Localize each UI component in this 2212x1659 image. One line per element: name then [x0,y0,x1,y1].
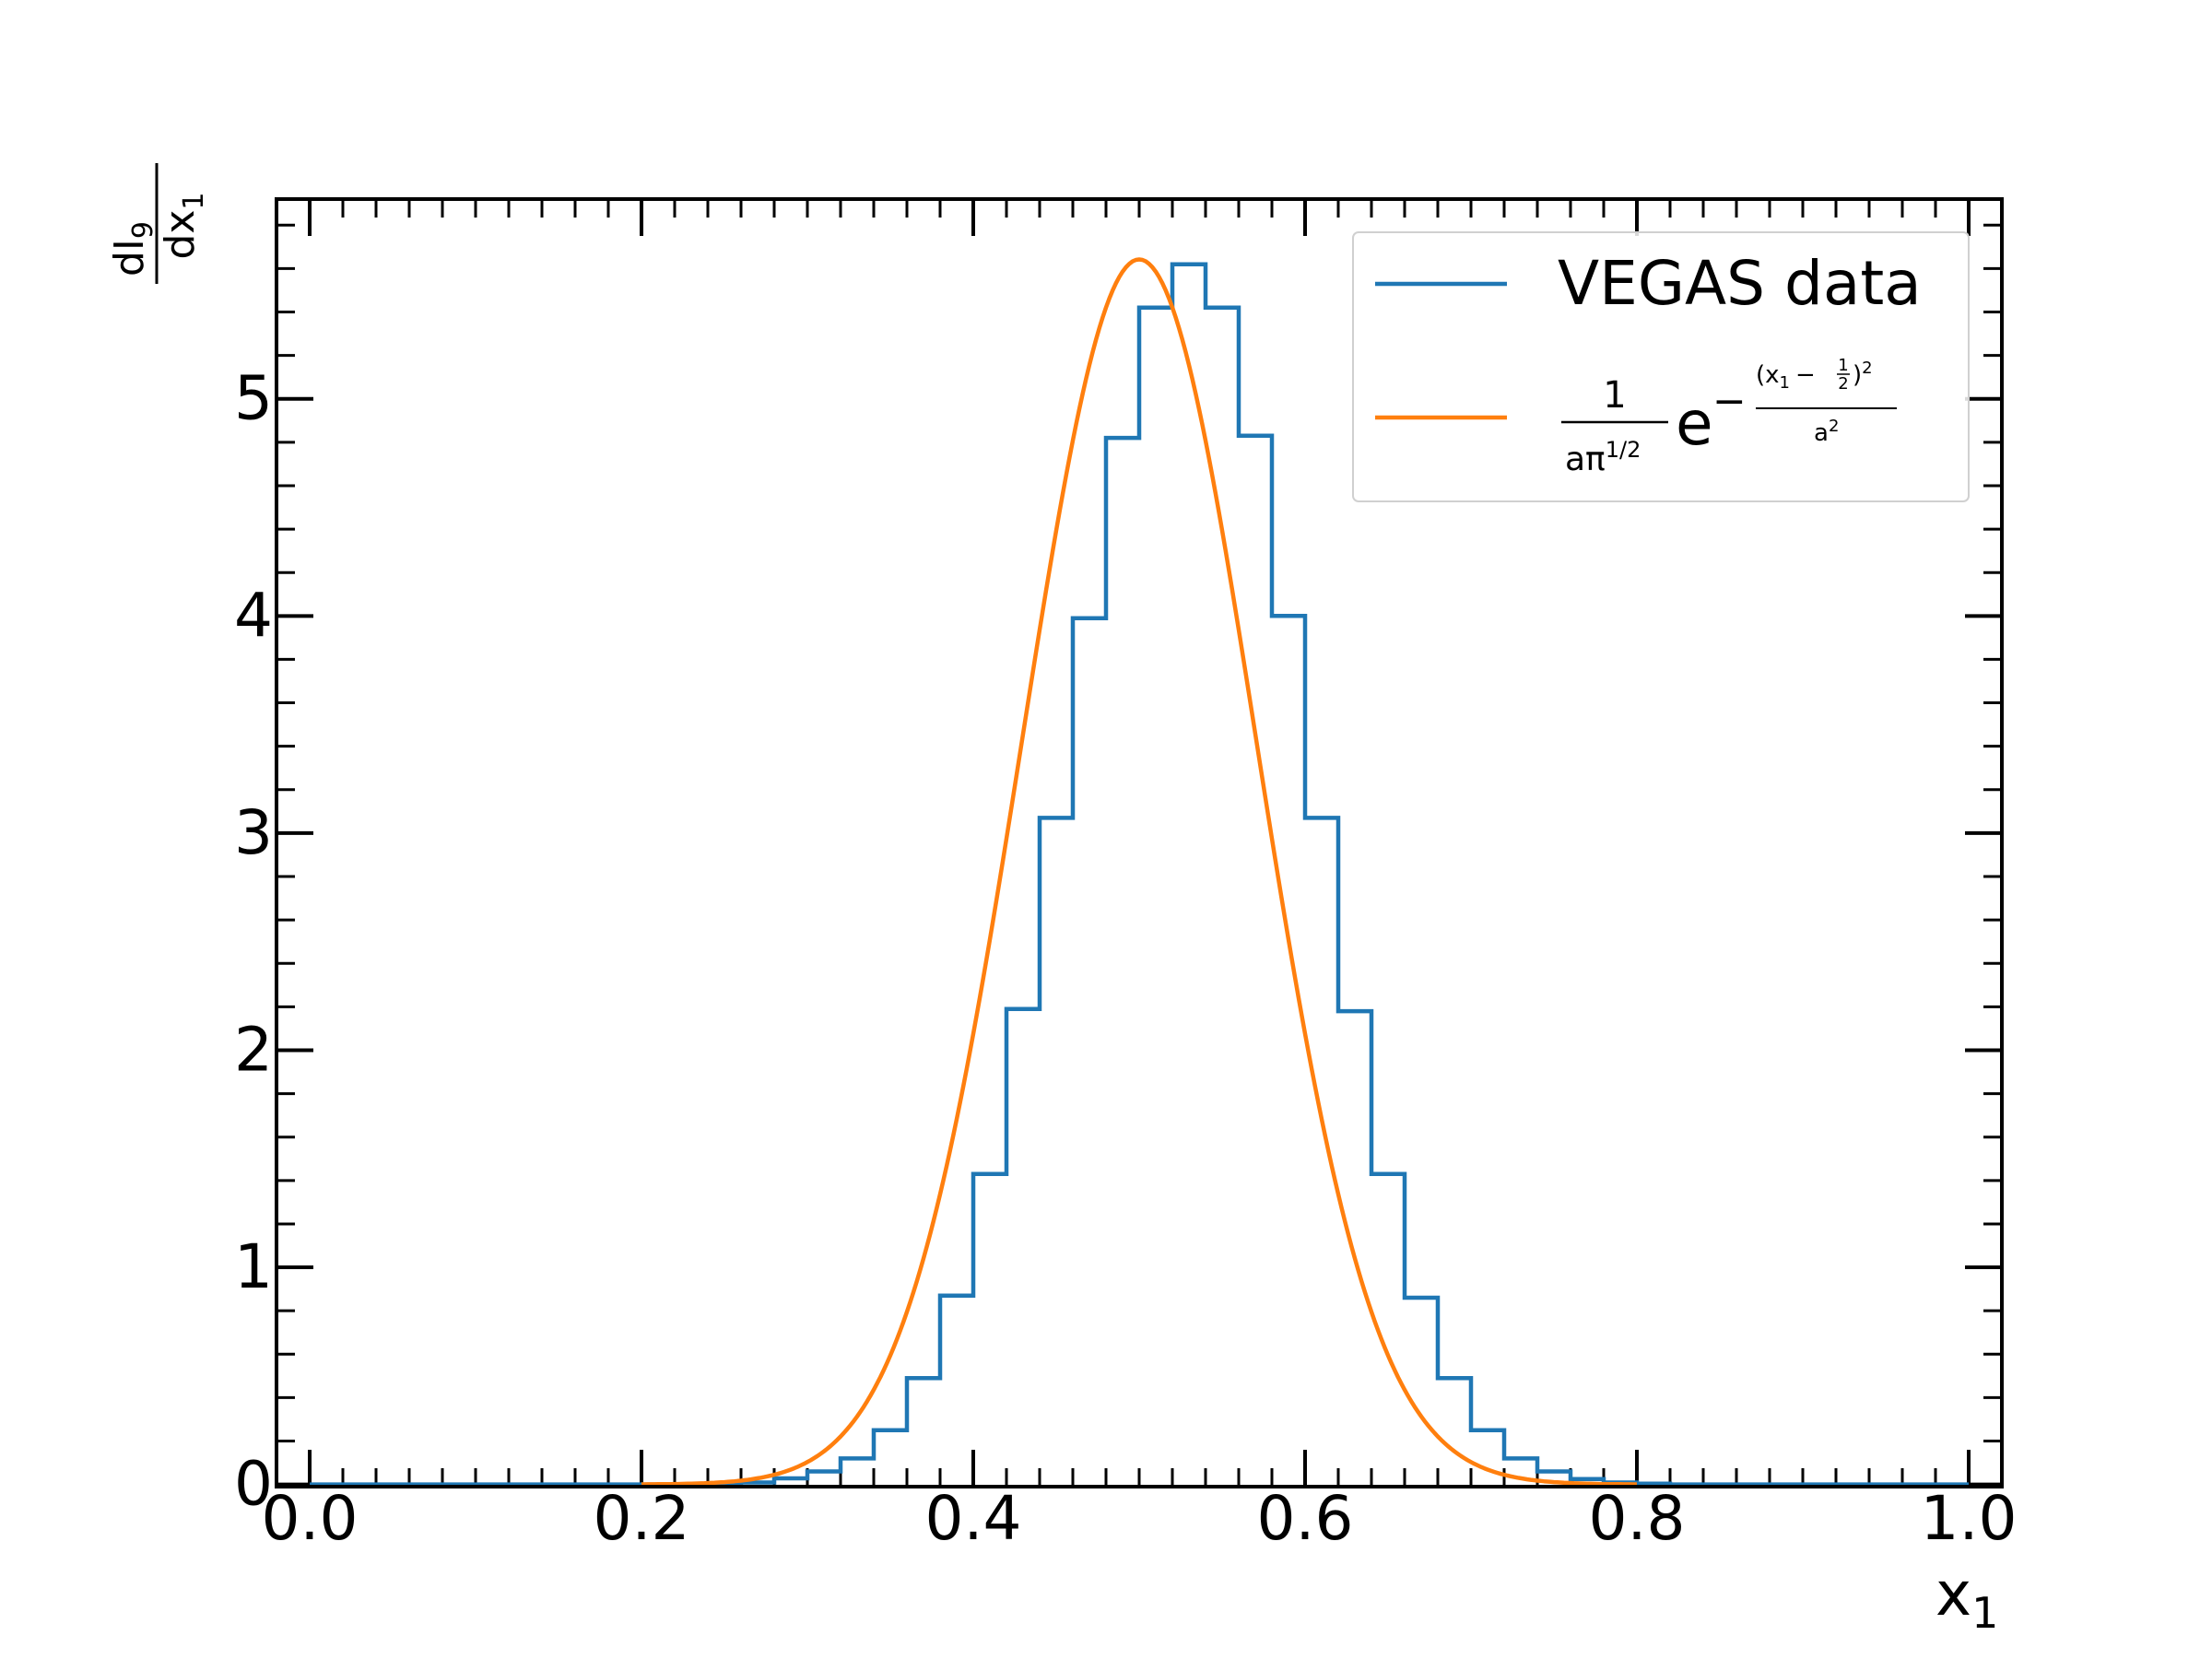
histogram-bin [1637,1484,1670,1485]
histogram-bin [1073,618,1106,1485]
x-tick-label: 0.8 [1589,1483,1686,1554]
tick-labels: 0.0 0.2 0.4 0.6 0.8 1.0 0 1 2 3 4 5 [234,363,2017,1554]
ylabel-denominator: dx [157,210,204,260]
histogram-bin [1206,308,1239,1485]
legend-box [1352,231,1970,502]
legend-fit-formula: 1 aπ1/2 e − (x1− 1 2 )2 a2 [1561,356,1897,478]
y-tick-label: 2 [234,1014,273,1085]
ylabel-numerator: dI [106,239,153,276]
histogram-bin [741,1483,774,1485]
svg-text:dI9: dI9 [106,221,159,276]
gaussian-fit-series [641,257,1637,1487]
formula-denominator-exp: 1/2 [1606,437,1641,463]
histogram-bin [841,1458,874,1484]
x-tick-label: 1.0 [1921,1483,2018,1554]
y-tick-label: 1 [234,1231,273,1302]
svg-text:)2: )2 [1853,359,1873,389]
ylabel-denominator-sub: 1 [178,192,210,209]
y-axis-label: dI9 dx1 [106,163,210,284]
formula-exp-den-pow: 2 [1829,417,1839,436]
histogram-bin [1106,438,1139,1485]
histogram-bin [940,1296,973,1485]
axis-ticks [276,199,2002,1487]
formula-exp-close: ) [1853,361,1862,389]
legend: VEGAS data 1 aπ1/2 e − (x1− 1 2 )2 a2 [1352,231,1970,502]
formula-e: e [1676,388,1713,459]
svg-text:a2: a2 [1814,417,1839,447]
histogram-bin [1471,1430,1504,1485]
histogram-bin [807,1472,841,1485]
histogram-bin [1338,1011,1371,1485]
y-tick-label: 5 [234,363,273,434]
x-tick-label: 0.0 [262,1483,359,1554]
histogram-bin [1006,1009,1040,1485]
histogram-bin [1405,1298,1438,1485]
formula-half-den: 2 [1838,374,1848,394]
formula-exp-den: a [1814,419,1829,447]
y-tick-label: 3 [234,797,273,868]
formula-exp-open: (x [1756,361,1780,389]
plot-frame [275,197,2004,1488]
svg-text:(x1−: (x1− [1756,361,1816,393]
svg-text:aπ1/2: aπ1/2 [1565,437,1641,478]
formula-exp-sub: 1 [1780,373,1790,393]
histogram-bin [1172,265,1206,1485]
x-tick-label: 0.2 [594,1483,690,1554]
histogram-bin [973,1174,1006,1485]
formula-exp-pow: 2 [1862,359,1872,378]
formula-exp-minus: − [1712,378,1747,425]
legend-vegas-label: VEGAS data [1558,248,1922,319]
ylabel-numerator-sub: 9 [127,221,159,239]
xlabel-main: x [1936,1559,1971,1630]
formula-denominator: aπ [1565,441,1606,478]
histogram-bin [1305,818,1338,1484]
formula-half-num: 1 [1838,356,1848,375]
histogram-bin [1438,1378,1471,1484]
histogram-bin [774,1478,807,1485]
histogram-bin [1040,818,1073,1484]
x-axis-label: x1 [1936,1559,1998,1638]
x-tick-label: 0.6 [1257,1483,1354,1554]
histogram-bin [1139,308,1172,1485]
histogram-bin [1272,616,1305,1484]
formula-numerator: 1 [1603,374,1626,417]
histogram-bin [874,1430,907,1485]
y-tick-label: 4 [234,580,273,651]
xlabel-sub: 1 [1971,1588,1998,1638]
formula-exp-mid: − [1795,361,1816,389]
histogram-bin [1239,436,1272,1485]
x-tick-label: 0.4 [925,1483,1022,1554]
y-tick-label: 0 [234,1449,273,1520]
histogram-bin [907,1378,940,1484]
svg-text:dx1: dx1 [157,192,210,259]
